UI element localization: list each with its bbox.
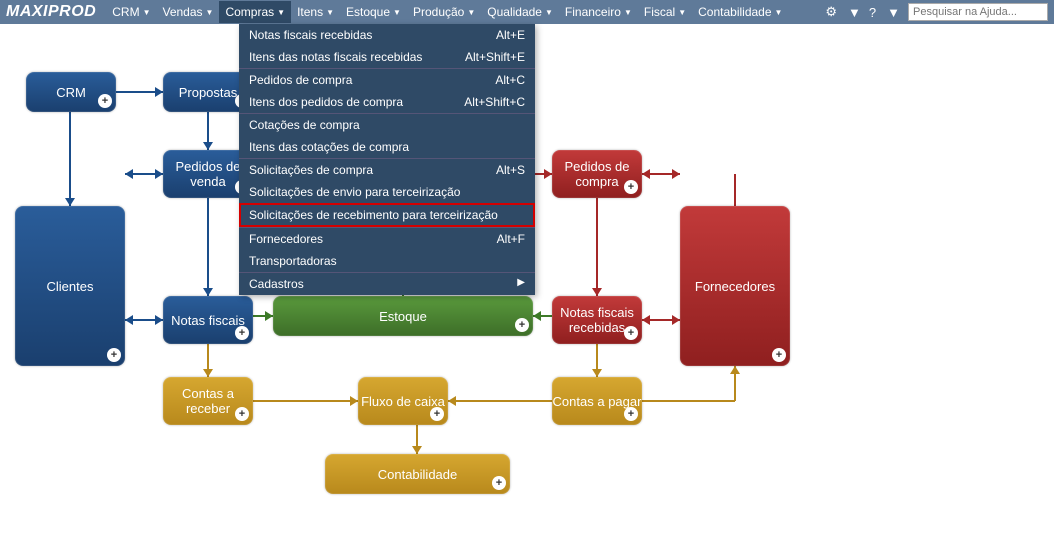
plus-icon[interactable]: + xyxy=(772,348,786,362)
menu-item[interactable]: Transportadoras xyxy=(239,250,535,272)
plus-icon[interactable]: + xyxy=(107,348,121,362)
menu-item[interactable]: Solicitações de recebimento para terceir… xyxy=(239,203,535,227)
compras-dropdown[interactable]: Notas fiscais recebidasAlt+EItens das no… xyxy=(239,24,535,295)
plus-icon[interactable]: + xyxy=(515,318,529,332)
logo: MAXIPROD xyxy=(6,3,96,21)
node-pedidos_compra[interactable]: Pedidos de compra+ xyxy=(552,150,642,198)
menu-item[interactable]: Solicitações de compraAlt+S xyxy=(239,159,535,181)
node-contas_receber[interactable]: Contas a receber+ xyxy=(163,377,253,425)
plus-icon[interactable]: + xyxy=(492,476,506,490)
nav-produção[interactable]: Produção▼ xyxy=(407,5,481,19)
nav-qualidade[interactable]: Qualidade▼ xyxy=(481,5,559,19)
nav-fiscal[interactable]: Fiscal▼ xyxy=(638,5,692,19)
menu-item[interactable]: Notas fiscais recebidasAlt+E xyxy=(239,24,535,46)
nav-contabilidade[interactable]: Contabilidade▼ xyxy=(692,5,788,19)
plus-icon[interactable]: + xyxy=(624,407,638,421)
node-nf_recebidas[interactable]: Notas fiscais recebidas+ xyxy=(552,296,642,344)
plus-icon[interactable]: + xyxy=(98,94,112,108)
node-notas_fiscais[interactable]: Notas fiscais+ xyxy=(163,296,253,344)
node-contas_pagar[interactable]: Contas a pagar+ xyxy=(552,377,642,425)
node-estoque[interactable]: Estoque+ xyxy=(273,296,533,336)
nav-crm[interactable]: CRM▼ xyxy=(106,5,156,19)
plus-icon[interactable]: + xyxy=(235,407,249,421)
node-crm[interactable]: CRM+ xyxy=(26,72,116,112)
help-caret[interactable]: ▼ xyxy=(887,5,900,20)
nav-itens[interactable]: Itens▼ xyxy=(291,5,340,19)
menu-item[interactable]: Pedidos de compraAlt+C xyxy=(239,69,535,91)
node-fluxo_caixa[interactable]: Fluxo de caixa+ xyxy=(358,377,448,425)
menu-item[interactable]: Itens das notas fiscais recebidasAlt+Shi… xyxy=(239,46,535,68)
menu-item[interactable]: Cadastros▶ xyxy=(239,273,535,295)
node-fornecedores[interactable]: Fornecedores+ xyxy=(680,206,790,366)
plus-icon[interactable]: + xyxy=(430,407,444,421)
search xyxy=(908,3,1048,21)
gear-caret[interactable]: ▼ xyxy=(848,5,861,20)
menu-item[interactable]: Itens das cotações de compra xyxy=(239,136,535,158)
nav-icons: ⚙ ▼ ? ▼ xyxy=(825,4,900,20)
menu-item[interactable]: Cotações de compra xyxy=(239,114,535,136)
gear-icon[interactable]: ⚙ xyxy=(825,4,837,20)
node-clientes[interactable]: Clientes+ xyxy=(15,206,125,366)
plus-icon[interactable]: + xyxy=(624,326,638,340)
menu-item[interactable]: FornecedoresAlt+F xyxy=(239,228,535,250)
node-contabilidade[interactable]: Contabilidade+ xyxy=(325,454,510,494)
nav: CRM▼Vendas▼Compras▼Itens▼Estoque▼Produçã… xyxy=(106,1,819,23)
menu-item[interactable]: Itens dos pedidos de compraAlt+Shift+C xyxy=(239,91,535,113)
nav-compras[interactable]: Compras▼ xyxy=(219,1,291,23)
menu-item[interactable]: Solicitações de envio para terceirização xyxy=(239,181,535,203)
nav-vendas[interactable]: Vendas▼ xyxy=(156,5,219,19)
plus-icon[interactable]: + xyxy=(624,180,638,194)
nav-estoque[interactable]: Estoque▼ xyxy=(340,5,407,19)
search-input[interactable] xyxy=(908,3,1048,21)
plus-icon[interactable]: + xyxy=(235,326,249,340)
nav-financeiro[interactable]: Financeiro▼ xyxy=(559,5,638,19)
help-icon[interactable]: ? xyxy=(869,5,876,20)
topbar: MAXIPROD CRM▼Vendas▼Compras▼Itens▼Estoqu… xyxy=(0,0,1054,24)
